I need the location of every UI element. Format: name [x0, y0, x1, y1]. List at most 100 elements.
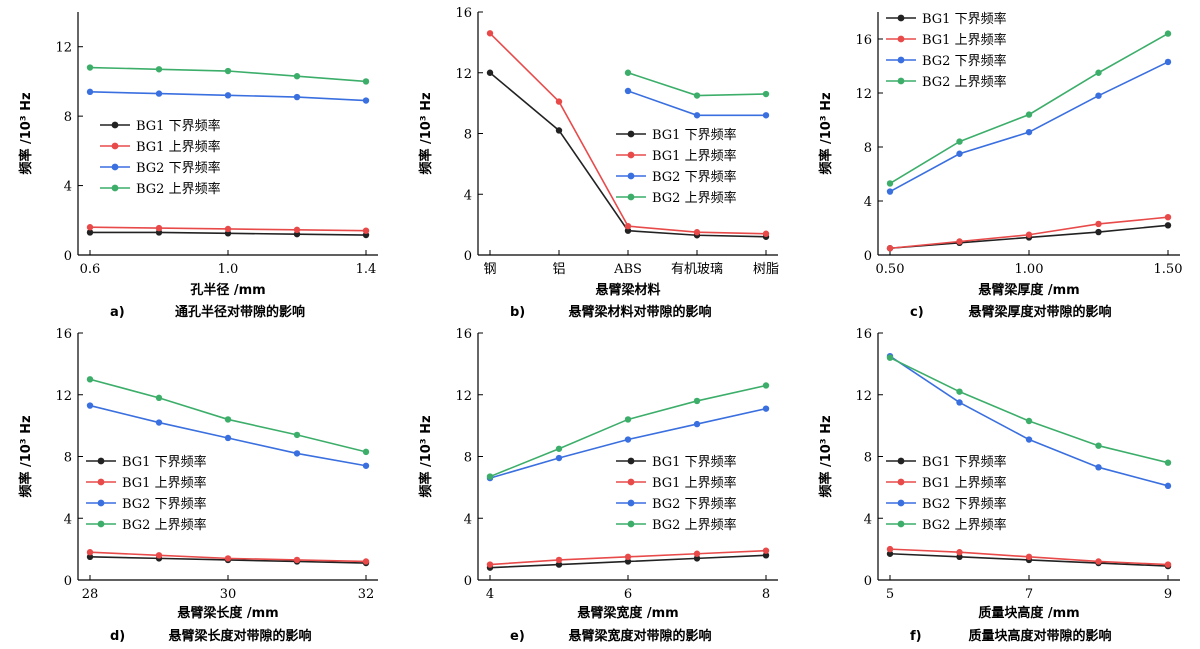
data-point [1164, 561, 1172, 568]
legend-swatch-marker [627, 457, 635, 465]
data-point [1095, 442, 1102, 449]
series-line-4 [889, 356, 1169, 464]
legend-swatch-marker [897, 520, 905, 528]
y-tick-label: 4 [864, 512, 872, 527]
y-tick-label: 4 [464, 188, 472, 203]
legend-label: BG2 上界频率 [922, 517, 1007, 533]
data-point [555, 454, 563, 462]
data-point [886, 245, 894, 252]
y-tick-label: 12 [455, 389, 472, 404]
data-point [362, 78, 370, 85]
x-tick-label: 9 [1164, 587, 1172, 602]
x-axis-title: 悬臂梁长度 /mm [177, 605, 278, 621]
legend: BG1 下界频率 BG1 上界频率 BG2 下界频率 BG2 上界频率 [616, 454, 737, 533]
data-point [555, 127, 563, 134]
data-point [693, 229, 701, 236]
y-tick-label: 12 [855, 87, 872, 102]
y-tick-label: 8 [864, 141, 872, 156]
x-tick-label: 树脂 [753, 262, 779, 277]
caption-letter: b) [510, 305, 525, 320]
x-tick-label: 32 [358, 587, 375, 602]
data-point [155, 90, 163, 97]
legend-swatch-marker [627, 172, 635, 180]
x-tick-label: 6 [624, 587, 632, 602]
x-tick-label: 4 [486, 587, 494, 602]
legend-label: BG1 下界频率 [136, 118, 221, 134]
data-point [956, 150, 963, 157]
y-axis-title: 频率 /10³ Hz [18, 92, 34, 174]
data-point [1025, 436, 1033, 443]
legend-swatch-marker [897, 478, 905, 486]
data-point [486, 561, 494, 568]
x-tick-label: 有机玻璃 [671, 262, 723, 277]
data-point [486, 473, 494, 480]
data-point [886, 188, 894, 195]
y-tick-label: 0 [64, 249, 72, 264]
y-tick-label: 16 [455, 6, 472, 21]
caption-letter: e) [510, 629, 525, 644]
legend-swatch-marker [897, 499, 905, 507]
data-point [693, 397, 701, 405]
y-tick-label: 0 [64, 574, 72, 589]
data-point [1025, 231, 1033, 238]
legend: BG1 下界频率 BG1 上界频率 BG2 下界频率 BG2 上界频率 [100, 118, 221, 197]
data-point [762, 382, 770, 389]
data-point [293, 556, 301, 564]
legend-swatch-marker [111, 142, 119, 150]
data-point [956, 549, 963, 556]
legend-swatch-marker [97, 478, 105, 486]
data-point [155, 552, 163, 559]
data-point [293, 450, 301, 457]
legend-swatch-marker [627, 478, 635, 486]
data-point [224, 555, 232, 562]
data-point [762, 230, 770, 237]
chart-panel-3: 0 4 8 12 16 0.50 1.00 1.50 频率 /10³ Hz 悬臂梁厚度 /mm c)… [818, 11, 1182, 320]
legend-swatch-marker [627, 130, 635, 138]
y-tick-label: 12 [455, 67, 472, 82]
legend: BG1 下界频率 BG1 上界频率 BG2 下界频率 BG2 上界频率 [616, 127, 737, 206]
caption-text: 悬臂梁厚度对带隙的影响 [968, 304, 1111, 320]
y-tick-label: 16 [455, 327, 472, 342]
data-point [224, 434, 232, 442]
y-axis-title: 频率 /10³ Hz [418, 92, 434, 174]
y-tick-label: 4 [864, 195, 872, 210]
legend-swatch-marker [97, 457, 105, 465]
y-tick-label: 16 [55, 327, 72, 342]
x-tick-label: 铝 [552, 262, 565, 277]
legend-label: BG2 下界频率 [922, 53, 1007, 69]
x-tick-label: 28 [82, 587, 99, 602]
data-point [1095, 220, 1102, 228]
data-point [624, 558, 632, 565]
data-point [86, 553, 94, 561]
data-point [224, 225, 232, 233]
data-point [886, 545, 894, 553]
y-axis-title: 频率 /10³ Hz [418, 415, 434, 497]
legend: BG1 下界频率 BG1 上界频率 BG2 下界频率 BG2 上界频率 [86, 454, 207, 533]
y-tick-label: 4 [64, 512, 72, 527]
y-tick-label: 0 [464, 574, 472, 589]
data-point [155, 224, 163, 232]
data-point [624, 87, 632, 95]
data-point [693, 112, 701, 119]
caption-text: 质量块高度对带隙的影响 [968, 628, 1111, 644]
data-point [886, 550, 894, 557]
x-tick-label: 0.50 [876, 262, 905, 277]
data-point [693, 555, 701, 562]
legend-label: BG2 下界频率 [122, 496, 207, 512]
y-tick-label: 8 [464, 451, 472, 466]
legend-swatch-marker [627, 520, 635, 528]
data-point [362, 558, 370, 565]
y-tick-label: 0 [864, 249, 872, 264]
data-point [624, 227, 632, 234]
data-point [624, 222, 632, 230]
y-axis-title: 频率 /10³ Hz [18, 415, 34, 497]
chart-panel-2: 0 4 8 12 16 钢 铝 ABS 有机玻璃 树脂 频率 /10³ Hz 悬臂梁材料 b) 悬臂梁材料… [418, 6, 779, 320]
x-tick-label: 1.50 [1154, 262, 1183, 277]
x-tick-label: 7 [1025, 587, 1033, 602]
y-tick-label: 0 [464, 249, 472, 264]
caption-text: 悬臂梁宽度对带隙的影响 [568, 628, 711, 644]
y-axis-title: 频率 /10³ Hz [818, 415, 834, 497]
legend-swatch-marker [627, 151, 635, 159]
data-point [956, 553, 963, 561]
